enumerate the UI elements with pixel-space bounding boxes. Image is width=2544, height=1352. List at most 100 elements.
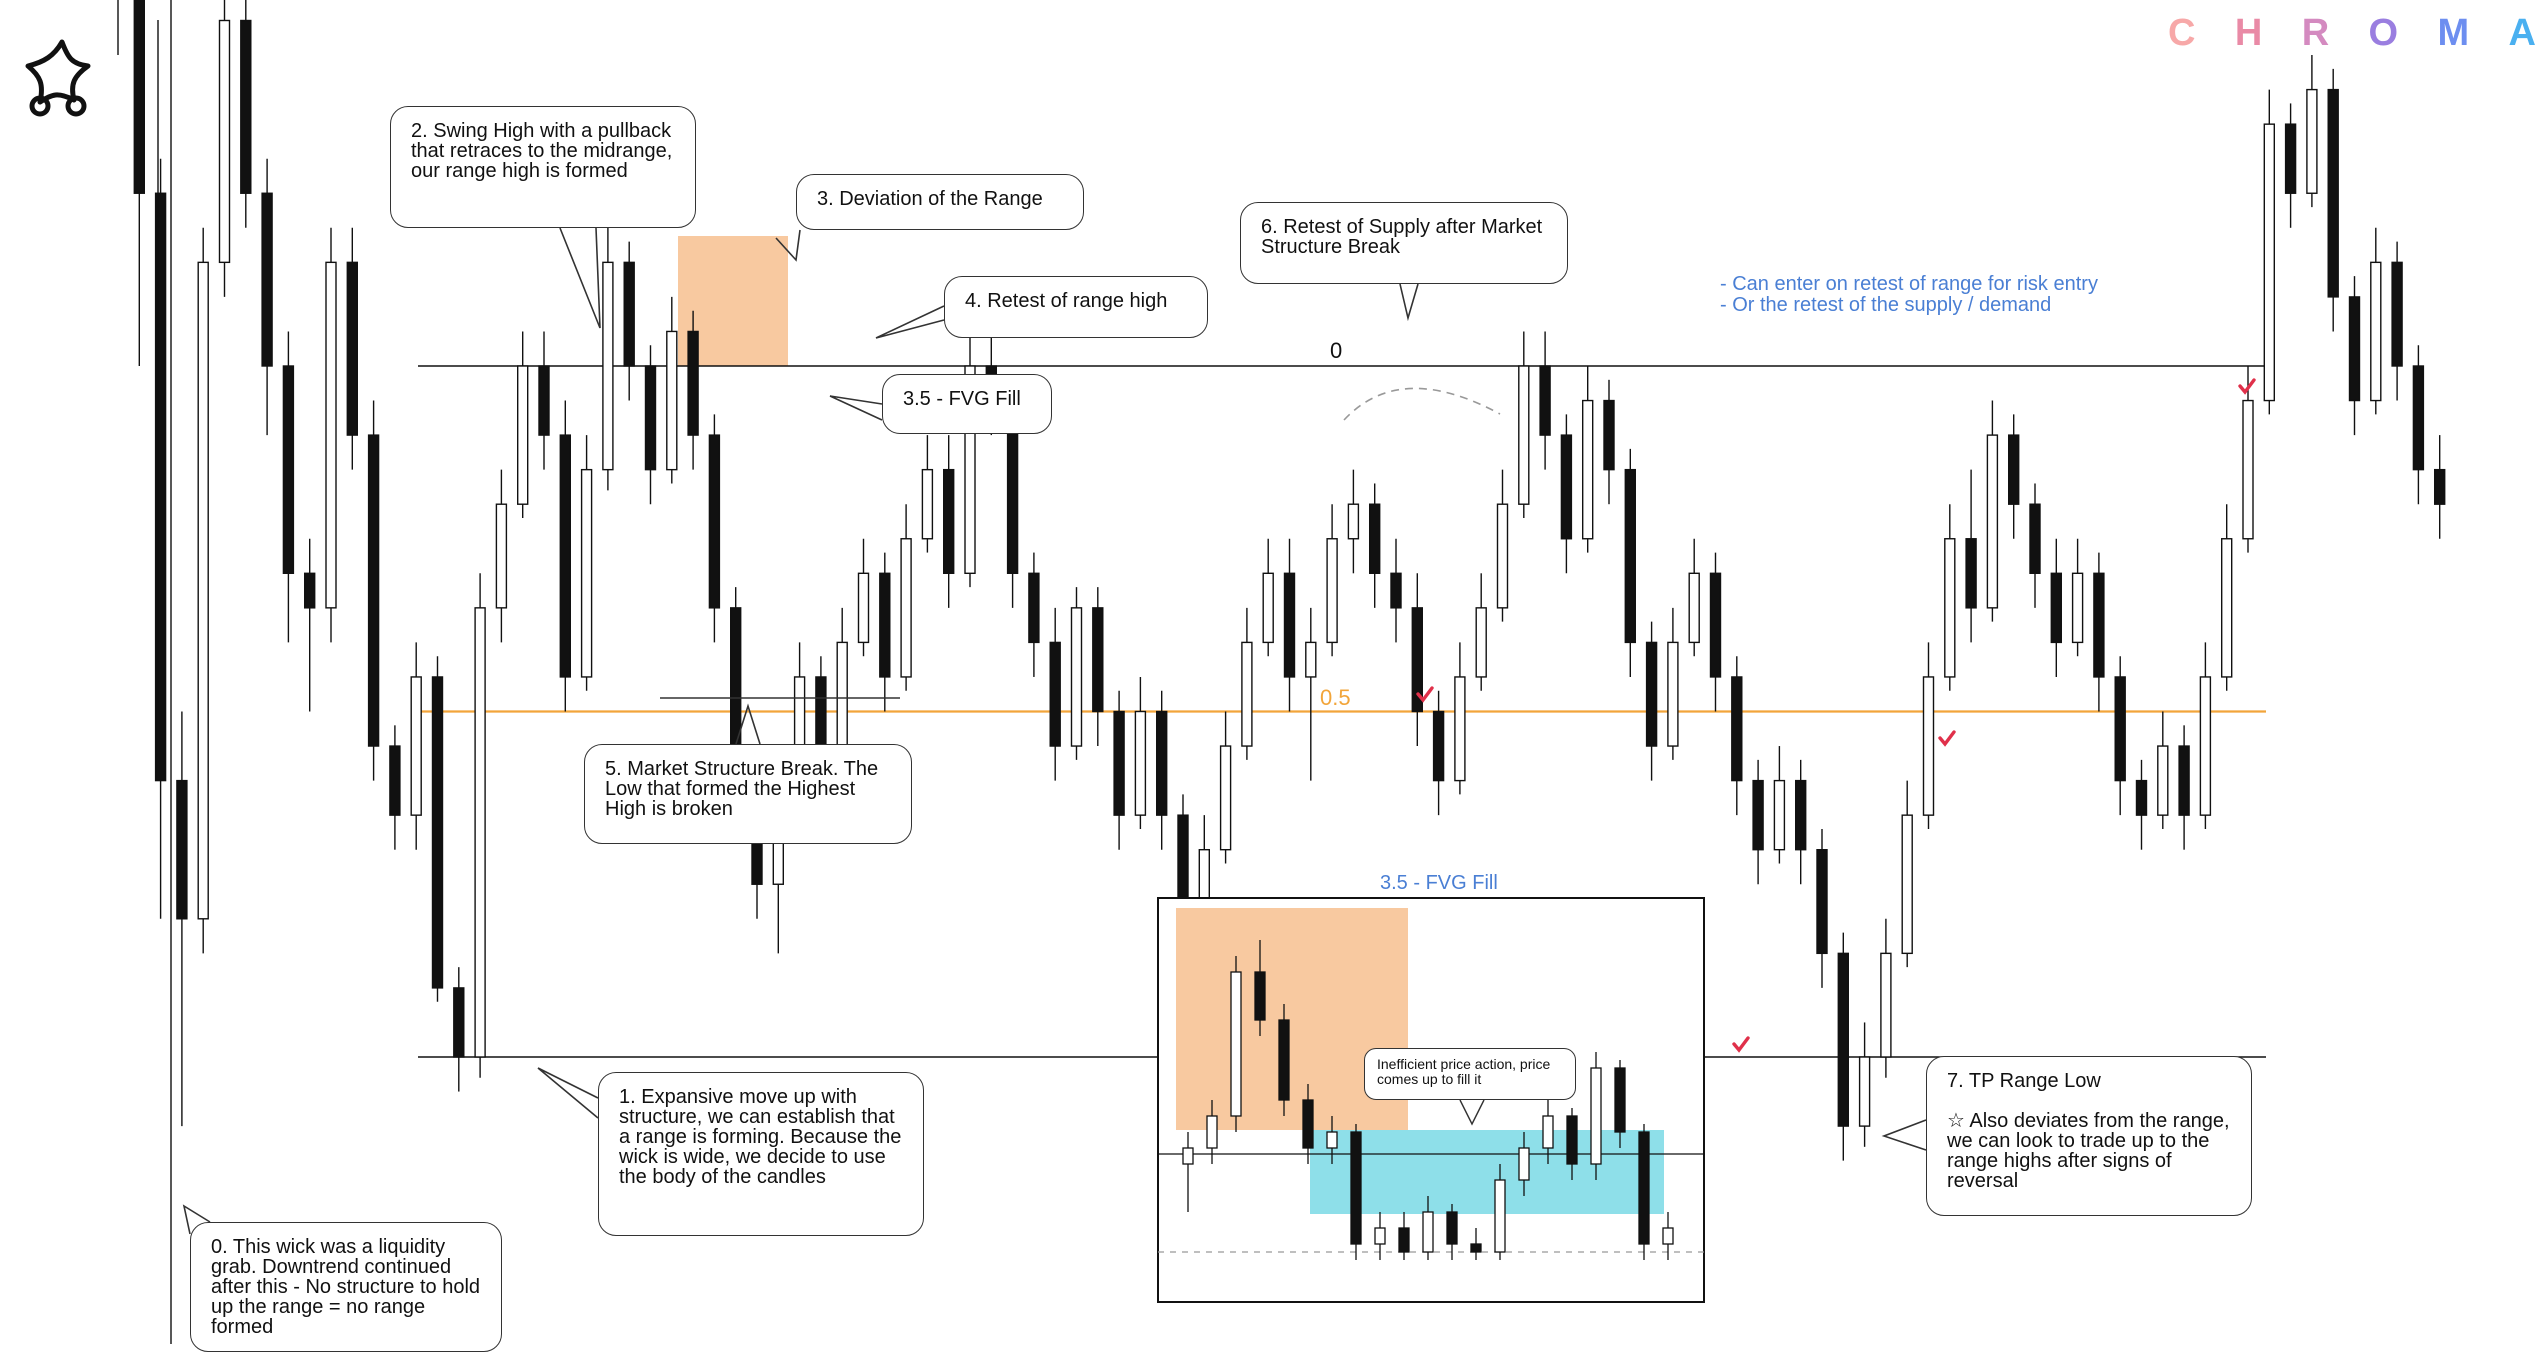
candle-body [1028, 572, 1040, 644]
candle-body [2029, 503, 2041, 575]
candle-body [1219, 745, 1232, 851]
inset-candle-body [1422, 1211, 1434, 1253]
brand-letter: A [2508, 12, 2538, 54]
candle [1901, 780, 1913, 968]
candle-body [1092, 607, 1104, 713]
candle [1752, 759, 1764, 885]
inset-candle-body [1374, 1227, 1386, 1245]
inset-candle-body [1278, 1019, 1290, 1101]
inset-candle-body [1590, 1067, 1602, 1165]
check-mark-icon [2238, 378, 2256, 395]
inset-candle [1470, 1228, 1482, 1260]
candle-body [431, 676, 444, 989]
candle-body [1837, 952, 1850, 1127]
mid-range-label: 0.5 [1320, 685, 1351, 710]
candle [2071, 538, 2084, 657]
candle-body [2412, 365, 2425, 471]
candle-body [2157, 745, 2169, 816]
candle [325, 227, 337, 643]
inset-candle-body [1446, 1211, 1458, 1245]
candle [431, 656, 444, 1002]
candle [1390, 538, 1402, 643]
tp-range-low-body: ☆ Also deviates from the range, we can l… [1947, 1110, 2230, 1192]
candle-body [2433, 468, 2446, 505]
candle-body [580, 468, 593, 678]
candle-body [559, 434, 571, 678]
candle-body [453, 987, 465, 1058]
candle [1560, 414, 1573, 574]
inset-candle [1278, 1004, 1290, 1116]
candle-body [389, 745, 401, 816]
candle-body [1347, 503, 1360, 540]
inset-candle [1254, 940, 1266, 1036]
candle-body [1496, 503, 1509, 609]
candle [240, 0, 252, 228]
candle [1603, 379, 1615, 505]
star-knot-icon [14, 36, 110, 120]
candle [2433, 435, 2446, 539]
inset-candle-body [1638, 1131, 1650, 1245]
callout-deviation: 3. Deviation of the Range [796, 174, 1084, 230]
candle [1624, 448, 1637, 677]
supply-arc [1343, 387, 1501, 421]
candle-body [133, 0, 146, 194]
candle-body [1113, 710, 1125, 816]
candle [2114, 656, 2126, 816]
check-mark-icon [1938, 730, 1956, 747]
candle-body [197, 261, 209, 920]
callout-swing-high: 2. Swing High with a pullback that retra… [390, 106, 696, 228]
candle [879, 552, 891, 712]
inset-candle [1518, 1132, 1530, 1196]
inset-candle-body [1254, 971, 1266, 1021]
candle [2050, 538, 2063, 677]
inset-candle-body [1494, 1179, 1506, 1253]
candle [1645, 621, 1658, 781]
inset-candle [1326, 1116, 1338, 1164]
candle-body [1475, 607, 1487, 678]
inset-candle [1662, 1212, 1674, 1260]
candle-body [218, 19, 231, 264]
candle-body [1326, 538, 1338, 644]
candle [2284, 103, 2297, 228]
candle [495, 469, 508, 643]
candle [176, 711, 188, 1127]
candle [708, 414, 721, 643]
candle-body [2007, 434, 2020, 505]
candle-body [666, 330, 678, 471]
candle-body [2199, 676, 2212, 816]
entry-note-1: - Can enter on retest of range for risk … [1720, 273, 2098, 295]
entry-note-2: - Or the retest of the supply / demand [1720, 294, 2052, 316]
candle [1454, 642, 1466, 795]
candle [2370, 227, 2382, 415]
candle [1944, 504, 1956, 691]
candle [346, 227, 358, 470]
candle [2199, 642, 2212, 829]
candle [1432, 690, 1445, 816]
candle-body [1965, 538, 1977, 609]
inset-candle [1614, 1060, 1626, 1148]
brand-letter: H [2234, 12, 2265, 54]
candle-body [1155, 710, 1168, 816]
callout-market-structure-break: 5. Market Structure Break. The Low that … [584, 744, 912, 844]
candle-body [2391, 261, 2403, 367]
candle [1667, 607, 1679, 760]
inset-candle-body [1182, 1147, 1194, 1165]
entry-notes: - Can enter on retest of range for risk … [1720, 274, 2098, 316]
candle [2007, 414, 2020, 539]
inset-candle-body [1398, 1227, 1410, 1253]
callout-fvg-fill: 3.5 - FVG Fill [882, 374, 1052, 434]
candle [1880, 918, 1892, 1078]
candle [1219, 711, 1232, 864]
candle [1475, 573, 1487, 691]
candle-body [2114, 676, 2126, 782]
candle [2263, 89, 2276, 415]
candle [2412, 345, 2425, 505]
inset-fvg-zone [1310, 1130, 1664, 1214]
candle [474, 573, 486, 1078]
candle [538, 331, 550, 470]
candle-body [1709, 572, 1722, 678]
inset-candle-body [1518, 1147, 1530, 1181]
candle [1241, 607, 1253, 760]
inset-candle-body [1470, 1243, 1482, 1253]
inset-candle [1302, 1084, 1314, 1164]
